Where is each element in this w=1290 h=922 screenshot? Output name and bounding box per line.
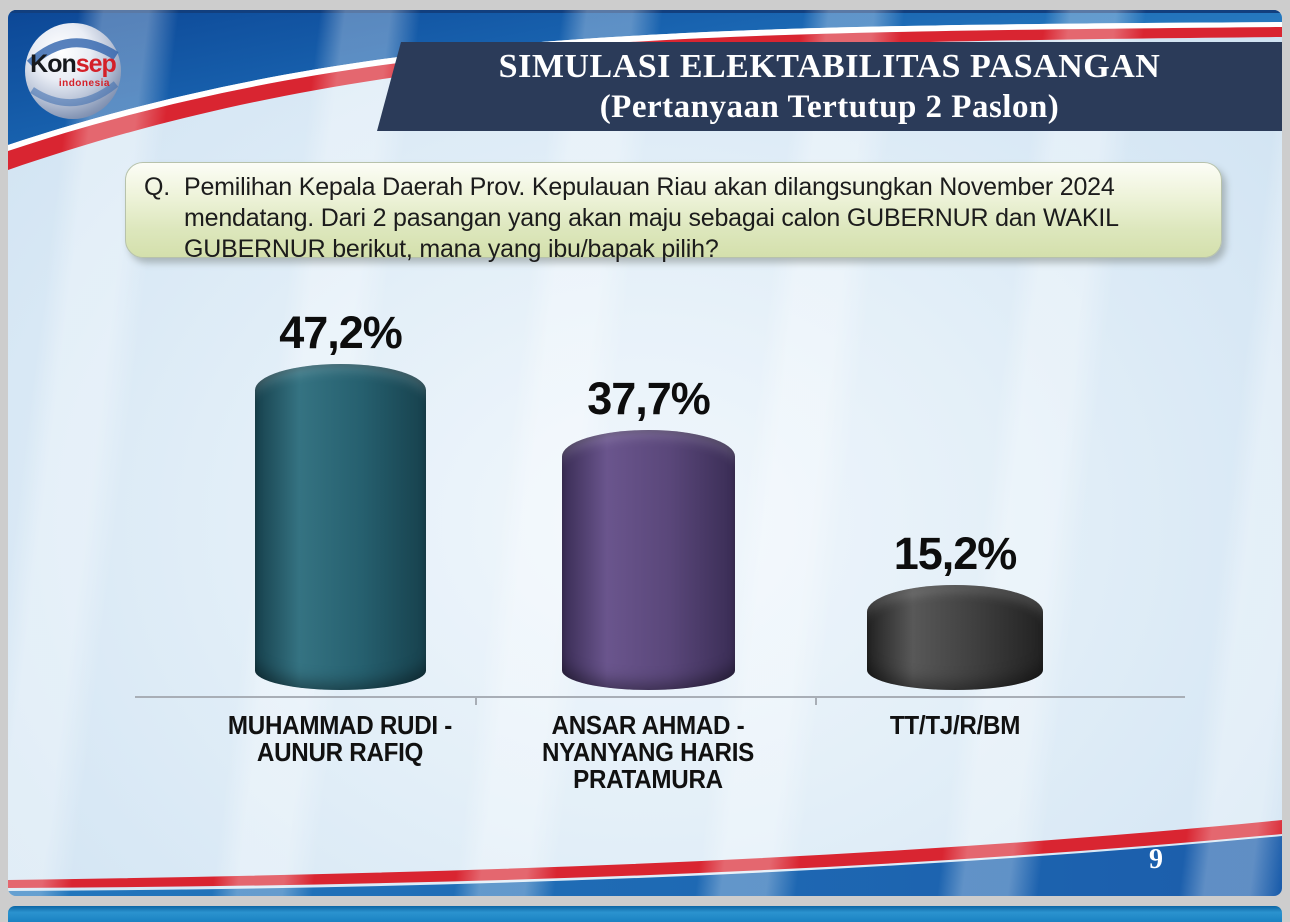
logo-text-red: sep <box>75 50 117 78</box>
bar-cylinder <box>539 430 758 698</box>
slide-title-line2: (Pertanyaan Tertutup 2 Paslon) <box>599 89 1060 125</box>
page-number: 9 <box>1149 844 1163 875</box>
bar-value-label: 37,7% <box>587 373 711 424</box>
question-prefix: Q. <box>144 173 170 201</box>
bar-column-ansar: 37,7% <box>539 373 758 698</box>
category-label-undecided: TT/TJ/R/BM <box>889 710 1021 740</box>
logo-sphere-icon <box>25 23 121 119</box>
presentation-slide: Konsep indonesia SIMULASI ELEKTABILITAS … <box>8 10 1282 896</box>
next-slide-edge <box>8 906 1282 922</box>
bar-column-rudi: 47,2% <box>232 307 449 698</box>
bar-value-label: 47,2% <box>279 307 403 358</box>
logo-text-black: Kon <box>30 50 77 78</box>
title-banner: SIMULASI ELEKTABILITAS PASANGAN (Pertany… <box>377 42 1282 131</box>
category-label-rudi: MUHAMMAD RUDI - AUNUR RAFIQ <box>227 710 453 767</box>
bar-cylinder <box>844 585 1066 698</box>
logo-subtitle: indonesia <box>58 78 110 89</box>
axis-tick <box>475 696 477 705</box>
category-label-ansar: ANSAR AHMAD - NYANYANG HARIS PRATAMURA <box>542 710 754 794</box>
slide-background-decoration <box>8 10 1282 896</box>
question-text: Pemilihan Kepala Daerah Prov. Kepulauan … <box>184 173 1118 263</box>
axis-tick <box>815 696 817 705</box>
bar-value-label: 15,2% <box>893 528 1018 579</box>
question-box: Q. Pemilihan Kepala Daerah Prov. Kepulau… <box>125 162 1222 263</box>
konsep-logo: Konsep indonesia <box>24 22 122 120</box>
slide-title-line1: SIMULASI ELEKTABILITAS PASANGAN <box>498 48 1161 85</box>
x-axis-line <box>135 696 1185 705</box>
bar-cylinder <box>232 364 449 698</box>
logo-wordmark: Konsep <box>24 52 122 77</box>
bar-column-undecided: 15,2% <box>844 528 1066 698</box>
